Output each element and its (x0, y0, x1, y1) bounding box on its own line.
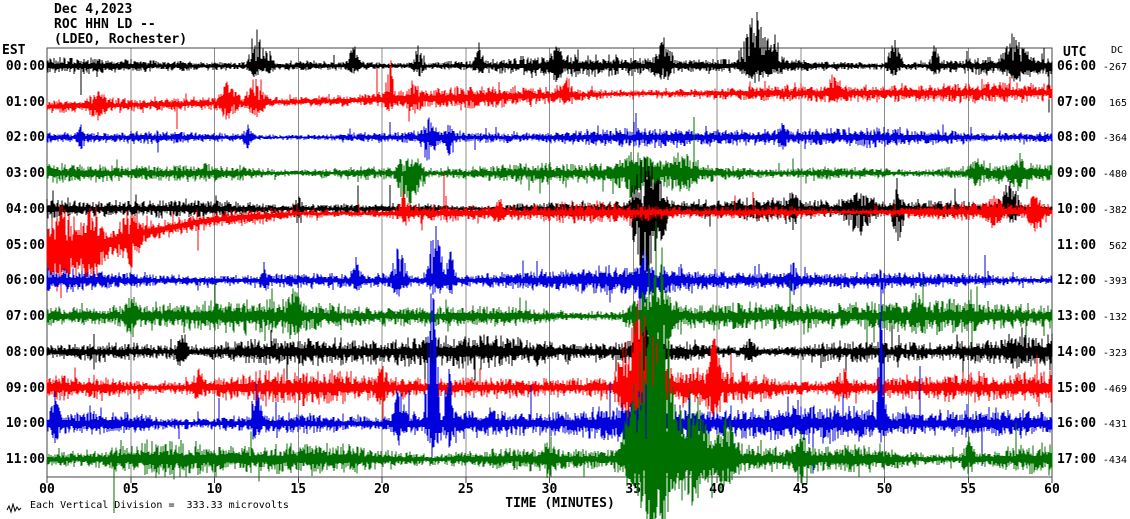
est-label-row-2: 02:00 (5, 130, 45, 146)
dc-value-row-0: -267 (1102, 61, 1127, 73)
est-label-row-11: 11:00 (5, 452, 45, 468)
utc-label-row-1: 07:00 (1057, 94, 1097, 110)
utc-label-row-8: 14:00 (1057, 344, 1097, 360)
dc-value-row-3: -480 (1102, 169, 1127, 181)
x-tick-label-45: 45 (792, 482, 809, 497)
utc-label-row-11: 17:00 (1057, 452, 1097, 468)
x-tick-label-05: 05 (122, 482, 139, 497)
utc-label-row-10: 16:00 (1057, 416, 1097, 432)
x-tick-label-60: 60 (1044, 482, 1060, 497)
dc-value-row-10: -431 (1102, 419, 1127, 431)
x-tick-label-10: 10 (206, 482, 223, 497)
utc-axis-header: UTC (1063, 45, 1087, 60)
est-label-row-1: 01:00 (5, 94, 45, 110)
x-tick-label-25: 25 (457, 482, 474, 497)
est-label-row-0: 00:00 (5, 58, 45, 74)
est-label-row-9: 09:00 (5, 380, 45, 396)
x-tick-label-30: 30 (541, 482, 558, 497)
dc-axis-header: DC (1110, 45, 1123, 56)
utc-label-row-4: 10:00 (1057, 201, 1097, 217)
est-label-row-4: 04:00 (5, 201, 45, 217)
x-tick-label-20: 20 (374, 482, 390, 497)
x-tick-label-00: 00 (39, 482, 55, 497)
x-tick-label-40: 40 (709, 482, 725, 497)
utc-label-row-6: 12:00 (1057, 273, 1097, 289)
dc-value-row-11: -434 (1102, 455, 1127, 467)
dc-value-row-9: -469 (1102, 383, 1127, 395)
dc-value-row-5: 562 (1108, 240, 1127, 252)
x-tick-label-15: 15 (290, 482, 307, 497)
x-tick-label-55: 55 (960, 482, 977, 497)
seismic-squiggle-icon (6, 503, 22, 514)
dc-value-row-4: -382 (1102, 204, 1127, 216)
est-label-row-5: 05:00 (5, 237, 45, 253)
dc-value-row-6: -393 (1102, 276, 1127, 288)
est-label-row-8: 08:00 (5, 344, 45, 360)
utc-label-row-7: 13:00 (1057, 309, 1097, 325)
est-axis-header: EST (2, 43, 26, 58)
est-label-row-10: 10:00 (5, 416, 45, 432)
utc-label-row-5: 11:00 (1057, 237, 1097, 253)
dc-value-row-2: -364 (1102, 133, 1127, 145)
dc-value-row-1: 165 (1108, 97, 1127, 109)
dc-value-row-8: -323 (1102, 347, 1127, 359)
x-tick-label-35: 35 (625, 482, 642, 497)
utc-label-row-0: 06:00 (1057, 58, 1097, 74)
utc-label-row-3: 09:00 (1057, 166, 1097, 182)
est-label-row-6: 06:00 (5, 273, 45, 289)
x-tick-label-50: 50 (876, 482, 893, 497)
dc-value-row-7: -132 (1102, 312, 1127, 324)
est-label-row-7: 07:00 (5, 309, 45, 325)
utc-label-row-9: 15:00 (1057, 380, 1097, 396)
est-label-row-3: 03:00 (5, 166, 45, 182)
utc-label-row-2: 08:00 (1057, 130, 1097, 146)
